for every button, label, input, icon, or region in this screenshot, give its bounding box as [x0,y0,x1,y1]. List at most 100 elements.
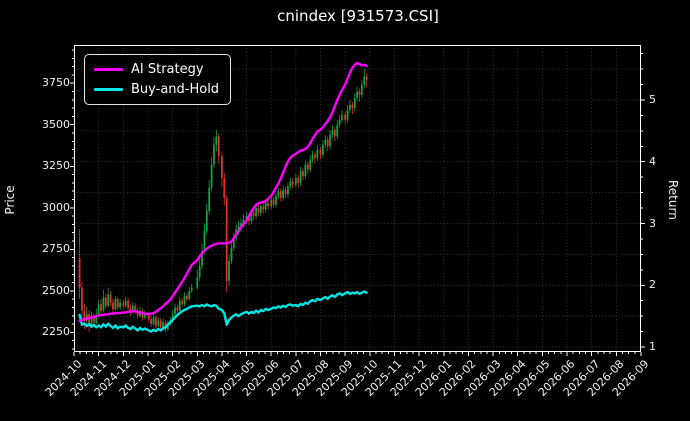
candle-body [122,302,125,306]
candle-body [201,250,203,266]
candle-body [90,317,93,326]
candle-body [314,154,316,158]
candle-body [294,177,297,185]
candle-body [264,202,267,210]
candle-body [282,189,285,198]
candle-body [131,305,134,313]
candle-body [178,300,181,311]
candle-body [174,307,176,315]
candle-body [213,144,215,165]
candle-body [147,314,150,320]
candle-body [162,322,164,328]
legend-item-ai-strategy: AI Strategy [94,62,219,77]
return-axis-label: Return [666,180,680,220]
candle-body [353,98,356,109]
candle-body [136,310,139,316]
candle-body [150,319,153,325]
candle-body [102,297,105,311]
return-tick-label: 2 [649,278,656,292]
candle-body [341,114,343,120]
candle-body [114,299,117,310]
ai-strategy-line-swatch [94,68,123,71]
candle-body [225,197,228,281]
price-tick-label: 3750 [42,76,70,90]
candle-body [104,297,107,306]
candle-body [356,91,359,99]
candle-body [284,189,287,195]
candle-body [223,177,226,198]
price-tick-label: 3500 [42,117,70,131]
candle-body [215,136,218,145]
price-tick-label: 2500 [42,283,70,297]
candle-body [255,207,258,217]
candle-body [363,76,366,85]
candle-body [277,191,280,197]
candle-body [349,104,351,110]
ai-strategy-line [78,61,368,323]
price-tick-label: 2750 [42,242,70,256]
candle-body [203,231,206,251]
candle-body [171,314,174,321]
candle-body [210,164,213,188]
candle-body [324,139,327,145]
buy-and-hold-line-swatch [94,88,123,91]
price-axis-label: Price [3,185,17,215]
candle-body [297,177,300,183]
candle-body [92,317,95,323]
candle-body [129,307,132,313]
candle-body [344,114,347,120]
candle-body [311,154,314,160]
candle-body [127,300,129,308]
candle-body [152,317,155,325]
candle-body [134,305,137,311]
candle-body [316,149,319,158]
candle-body [159,320,162,328]
candle-body [322,144,324,155]
candle-body [291,181,294,185]
candle-body [221,156,223,178]
candle-body [272,199,275,205]
candle-body [333,129,336,137]
candle-body [329,134,331,147]
candle-body [302,171,304,177]
candle-body [97,304,100,316]
legend-label-ai-strategy: AI Strategy [131,62,204,77]
candle-body [338,119,341,125]
return-tick-label: 1 [649,340,656,354]
return-tick-label: 3 [649,216,656,230]
return-tick-label: 4 [649,154,656,168]
candle-body [267,202,269,207]
candle-body [83,310,86,321]
candle-body [143,314,146,318]
candle-body [240,222,242,227]
candle-body [88,314,91,326]
candle-body [306,164,309,170]
candle-body [196,277,199,288]
price-tick-label: 2250 [42,325,70,339]
candle-body [166,324,169,330]
candle-body [304,164,307,177]
candle-body [319,149,322,155]
candle-body [190,287,193,291]
candle-body [326,139,329,147]
candle-body [228,260,230,281]
candle-body [188,290,191,300]
candle-body [217,136,220,157]
candle-body [309,159,312,170]
legend: AI Strategy Buy-and-Hold [84,54,232,105]
candle-body [275,196,277,205]
candle-body [78,257,81,288]
candle-body [112,302,114,310]
candle-body [245,216,248,220]
candle-body [157,320,160,326]
candle-body [119,302,122,308]
candle-body [331,129,334,135]
candle-body [230,247,233,261]
candle-body [181,300,184,305]
candle-body [358,91,361,95]
legend-item-buy-and-hold: Buy-and-Hold [94,82,219,97]
candle-body [270,199,273,207]
candle-body [250,212,253,222]
candle-body [287,186,289,195]
